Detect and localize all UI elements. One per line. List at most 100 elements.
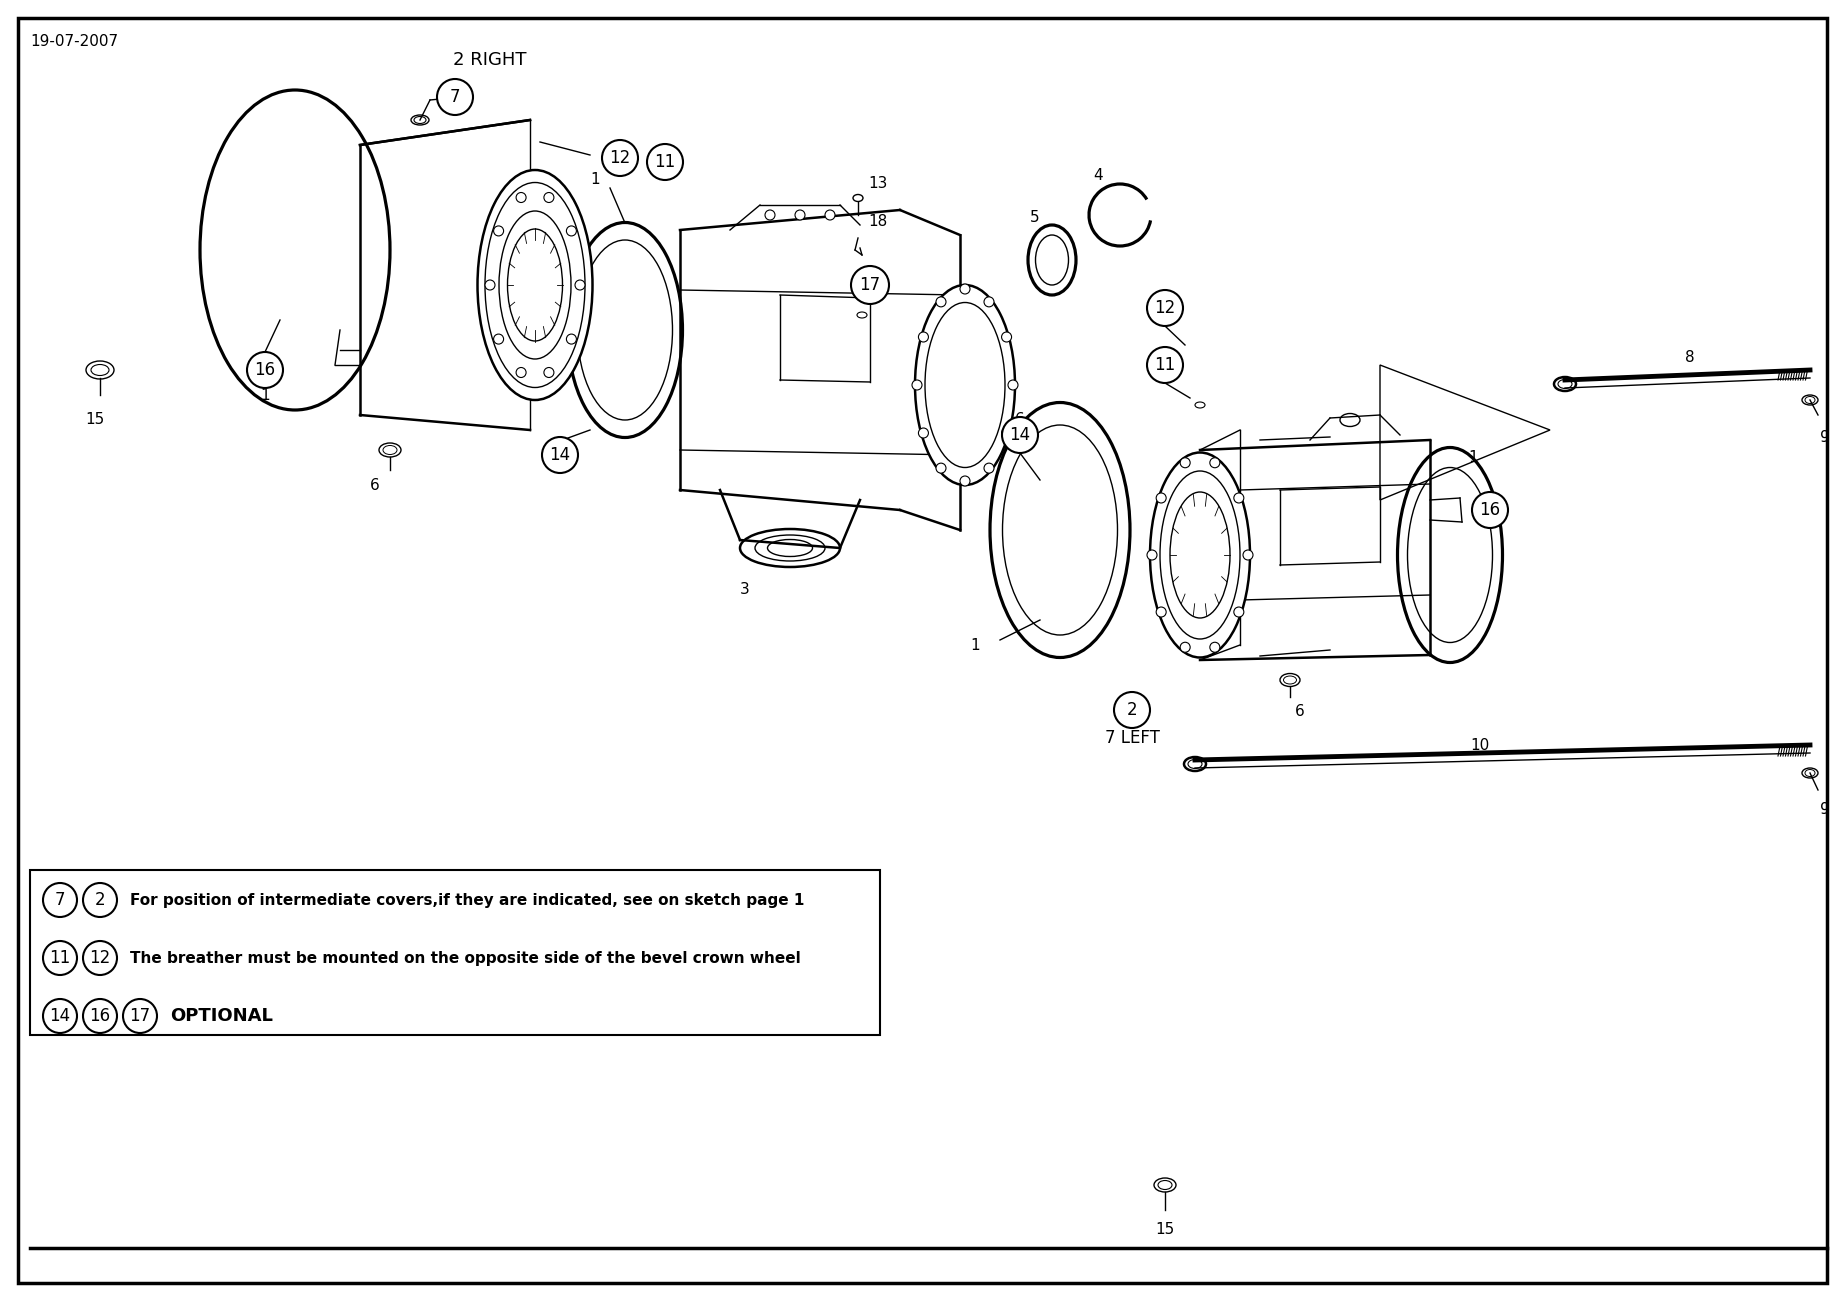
Circle shape (1244, 550, 1253, 559)
Circle shape (437, 79, 472, 114)
Circle shape (566, 226, 576, 235)
Text: 17: 17 (129, 1007, 151, 1025)
Text: 18: 18 (867, 215, 887, 229)
Text: 16: 16 (89, 1007, 111, 1025)
Circle shape (1157, 493, 1166, 503)
Ellipse shape (1803, 768, 1817, 778)
Text: 19-07-2007: 19-07-2007 (30, 35, 118, 49)
Text: 11: 11 (655, 154, 675, 170)
Text: 14: 14 (50, 1007, 70, 1025)
Text: 12: 12 (89, 948, 111, 967)
Circle shape (851, 265, 889, 304)
Text: 1: 1 (260, 388, 269, 402)
Text: 9: 9 (1819, 803, 1830, 817)
Text: 3: 3 (740, 583, 749, 597)
Text: 5: 5 (1030, 211, 1039, 225)
Circle shape (494, 226, 504, 235)
Circle shape (648, 144, 683, 180)
Text: 7 LEFT: 7 LEFT (1105, 729, 1159, 747)
Circle shape (83, 883, 116, 917)
Circle shape (919, 332, 928, 342)
Text: 13: 13 (867, 176, 887, 190)
Circle shape (566, 334, 576, 343)
Circle shape (42, 999, 77, 1033)
Circle shape (1148, 550, 1157, 559)
Circle shape (935, 297, 946, 307)
Text: 12: 12 (1155, 299, 1175, 317)
Ellipse shape (1803, 396, 1817, 405)
Ellipse shape (1184, 757, 1207, 771)
Text: 8: 8 (1684, 350, 1696, 366)
Text: 1: 1 (1469, 450, 1478, 466)
Circle shape (983, 297, 994, 307)
Text: 6: 6 (371, 477, 380, 493)
Circle shape (911, 380, 922, 390)
Text: 6: 6 (1295, 705, 1304, 719)
Text: 2 RIGHT: 2 RIGHT (454, 51, 528, 69)
Circle shape (825, 209, 836, 220)
Circle shape (919, 428, 928, 438)
Circle shape (1472, 492, 1507, 528)
Text: 15: 15 (85, 412, 105, 428)
Circle shape (959, 284, 970, 294)
Text: 1: 1 (590, 173, 600, 187)
Circle shape (959, 476, 970, 487)
Ellipse shape (1553, 377, 1576, 392)
Ellipse shape (509, 232, 561, 340)
Ellipse shape (1149, 453, 1251, 657)
Circle shape (42, 883, 77, 917)
Circle shape (1181, 643, 1190, 652)
Circle shape (1210, 458, 1220, 468)
Bar (30, 870, 880, 1036)
Circle shape (1181, 458, 1190, 468)
Text: 7: 7 (55, 891, 65, 909)
Ellipse shape (915, 285, 1015, 485)
Text: 14: 14 (550, 446, 570, 464)
Circle shape (83, 941, 116, 974)
Text: OPTIONAL: OPTIONAL (170, 1007, 273, 1025)
Text: 15: 15 (1155, 1223, 1175, 1237)
Text: 12: 12 (609, 150, 631, 167)
Circle shape (1002, 418, 1039, 453)
Text: 16: 16 (1480, 501, 1500, 519)
Text: 11: 11 (1155, 356, 1175, 373)
Text: 14: 14 (1009, 425, 1031, 444)
Circle shape (542, 437, 577, 474)
Text: 7: 7 (450, 88, 459, 105)
Circle shape (83, 999, 116, 1033)
Circle shape (576, 280, 585, 290)
Circle shape (1148, 347, 1183, 382)
Circle shape (517, 367, 526, 377)
Circle shape (935, 463, 946, 474)
Circle shape (494, 334, 504, 343)
Ellipse shape (478, 170, 592, 399)
Circle shape (766, 209, 775, 220)
Circle shape (1114, 692, 1149, 729)
Text: 9: 9 (1819, 431, 1830, 445)
Circle shape (544, 367, 554, 377)
Circle shape (1210, 643, 1220, 652)
Circle shape (1002, 428, 1011, 438)
Circle shape (1007, 380, 1018, 390)
Circle shape (1002, 332, 1011, 342)
Text: 1: 1 (970, 637, 980, 653)
Circle shape (1148, 290, 1183, 327)
Text: 2: 2 (1127, 701, 1137, 719)
Text: 16: 16 (255, 360, 275, 379)
Circle shape (485, 280, 494, 290)
Text: 10: 10 (1470, 738, 1489, 752)
Circle shape (1157, 608, 1166, 617)
Circle shape (601, 141, 638, 176)
Circle shape (42, 941, 77, 974)
Circle shape (983, 463, 994, 474)
Circle shape (1234, 608, 1244, 617)
Text: 4: 4 (1092, 168, 1103, 182)
Circle shape (517, 193, 526, 203)
Circle shape (247, 353, 282, 388)
Circle shape (544, 193, 554, 203)
Text: 2: 2 (94, 891, 105, 909)
Ellipse shape (411, 114, 430, 125)
Circle shape (1234, 493, 1244, 503)
Text: The breather must be mounted on the opposite side of the bevel crown wheel: The breather must be mounted on the oppo… (129, 951, 801, 965)
Text: 6: 6 (1015, 412, 1024, 428)
